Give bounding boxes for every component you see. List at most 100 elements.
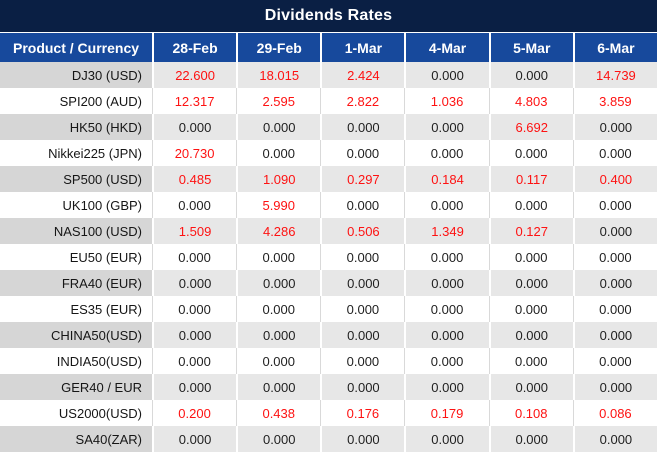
value-cell: 0.000 xyxy=(320,348,405,374)
value-cell: 0.000 xyxy=(320,374,405,400)
date-column-header: 4-Mar xyxy=(404,33,488,62)
value-cell: 0.000 xyxy=(404,244,489,270)
value-cell: 0.000 xyxy=(572,114,657,140)
value-cell: 0.000 xyxy=(572,192,657,218)
value-cell: 0.000 xyxy=(236,270,321,296)
product-cell: EU50 (EUR) xyxy=(0,244,152,270)
value-cell: 0.000 xyxy=(404,348,489,374)
value-cell: 20.730 xyxy=(152,140,237,166)
value-cell: 0.000 xyxy=(572,140,657,166)
table-row: ES35 (EUR) 0.000 0.000 0.000 0.000 0.000 0.000 xyxy=(0,296,657,322)
value-cell: 2.424 xyxy=(320,62,405,88)
table-row: INDIA50(USD) 0.000 0.000 0.000 0.000 0.000 0.0… xyxy=(0,348,657,374)
product-cell: US2000(USD) xyxy=(0,400,152,426)
value-cell: 0.000 xyxy=(152,426,237,452)
value-cell: 0.000 xyxy=(152,270,237,296)
value-cell: 0.000 xyxy=(488,270,573,296)
value-cell: 0.000 xyxy=(404,426,489,452)
value-cell: 0.000 xyxy=(236,296,321,322)
value-cell: 1.509 xyxy=(152,218,237,244)
date-column-header: 28-Feb xyxy=(152,33,236,62)
value-cell: 0.000 xyxy=(572,296,657,322)
value-cell: 0.000 xyxy=(320,270,405,296)
value-cell: 0.117 xyxy=(488,166,573,192)
value-cell: 0.000 xyxy=(320,140,405,166)
value-cell: 0.000 xyxy=(488,62,573,88)
value-cell: 0.000 xyxy=(152,322,237,348)
value-cell: 1.036 xyxy=(404,88,489,114)
value-cell: 0.297 xyxy=(320,166,405,192)
value-cell: 0.000 xyxy=(404,62,489,88)
table-title: Dividends Rates xyxy=(0,0,657,32)
product-cell: GER40 / EUR xyxy=(0,374,152,400)
date-column-header: 5-Mar xyxy=(488,33,573,62)
value-cell: 0.000 xyxy=(320,322,405,348)
table-row: FRA40 (EUR) 0.000 0.000 0.000 0.000 0.000 0.00… xyxy=(0,270,657,296)
product-cell: ES35 (EUR) xyxy=(0,296,152,322)
value-cell: 0.000 xyxy=(572,244,657,270)
product-cell: UK100 (GBP) xyxy=(0,192,152,218)
value-cell: 0.179 xyxy=(404,400,489,426)
header-row: Product / Currency 28-Feb 29-Feb 1-Mar 4-Mar… xyxy=(0,32,657,62)
value-cell: 0.000 xyxy=(488,374,573,400)
date-column-header: 29-Feb xyxy=(236,33,320,62)
value-cell: 0.485 xyxy=(152,166,237,192)
value-cell: 0.000 xyxy=(320,426,405,452)
value-cell: 0.000 xyxy=(236,322,321,348)
product-cell: SA40(ZAR) xyxy=(0,426,152,452)
value-cell: 0.400 xyxy=(572,166,657,192)
value-cell: 0.000 xyxy=(488,426,573,452)
product-cell: FRA40 (EUR) xyxy=(0,270,152,296)
value-cell: 5.990 xyxy=(236,192,321,218)
value-cell: 0.000 xyxy=(572,218,657,244)
value-cell: 0.000 xyxy=(236,426,321,452)
value-cell: 0.000 xyxy=(404,296,489,322)
value-cell: 0.000 xyxy=(572,348,657,374)
value-cell: 0.000 xyxy=(236,348,321,374)
table-row: NAS100 (USD) 1.509 4.286 0.506 1.349 0.127 0.0… xyxy=(0,218,657,244)
value-cell: 0.000 xyxy=(404,140,489,166)
value-cell: 12.317 xyxy=(152,88,237,114)
product-cell: DJ30 (USD) xyxy=(0,62,152,88)
value-cell: 0.000 xyxy=(152,244,237,270)
value-cell: 0.000 xyxy=(236,140,321,166)
date-column-header: 1-Mar xyxy=(320,33,404,62)
value-cell: 0.000 xyxy=(488,192,573,218)
table-row: CHINA50(USD) 0.000 0.000 0.000 0.000 0.000 0.0… xyxy=(0,322,657,348)
value-cell: 4.803 xyxy=(488,88,573,114)
product-cell: HK50 (HKD) xyxy=(0,114,152,140)
value-cell: 0.000 xyxy=(152,114,237,140)
value-cell: 3.859 xyxy=(572,88,657,114)
value-cell: 0.000 xyxy=(320,114,405,140)
product-cell: CHINA50(USD) xyxy=(0,322,152,348)
value-cell: 0.000 xyxy=(404,114,489,140)
table-row: EU50 (EUR) 0.000 0.000 0.000 0.000 0.000 0.000 xyxy=(0,244,657,270)
value-cell: 0.000 xyxy=(404,374,489,400)
value-cell: 0.506 xyxy=(320,218,405,244)
value-cell: 0.184 xyxy=(404,166,489,192)
value-cell: 1.349 xyxy=(404,218,489,244)
value-cell: 18.015 xyxy=(236,62,321,88)
value-cell: 0.000 xyxy=(152,374,237,400)
value-cell: 0.000 xyxy=(236,114,321,140)
table-row: SPI200 (AUD) 12.317 2.595 2.822 1.036 4.803 3.… xyxy=(0,88,657,114)
value-cell: 0.000 xyxy=(488,244,573,270)
value-cell: 0.000 xyxy=(320,244,405,270)
value-cell: 0.000 xyxy=(404,322,489,348)
value-cell: 0.000 xyxy=(320,296,405,322)
table-row: HK50 (HKD) 0.000 0.000 0.000 0.000 6.692 0.000 xyxy=(0,114,657,140)
value-cell: 1.090 xyxy=(236,166,321,192)
value-cell: 6.692 xyxy=(488,114,573,140)
product-cell: SPI200 (AUD) xyxy=(0,88,152,114)
value-cell: 0.000 xyxy=(236,244,321,270)
product-cell: Nikkei225 (JPN) xyxy=(0,140,152,166)
value-cell: 14.739 xyxy=(572,62,657,88)
value-cell: 0.127 xyxy=(488,218,573,244)
value-cell: 2.595 xyxy=(236,88,321,114)
value-cell: 0.000 xyxy=(152,192,237,218)
value-cell: 0.000 xyxy=(488,296,573,322)
table-row: UK100 (GBP) 0.000 5.990 0.000 0.000 0.000 0.00… xyxy=(0,192,657,218)
value-cell: 22.600 xyxy=(152,62,237,88)
value-cell: 0.000 xyxy=(320,192,405,218)
